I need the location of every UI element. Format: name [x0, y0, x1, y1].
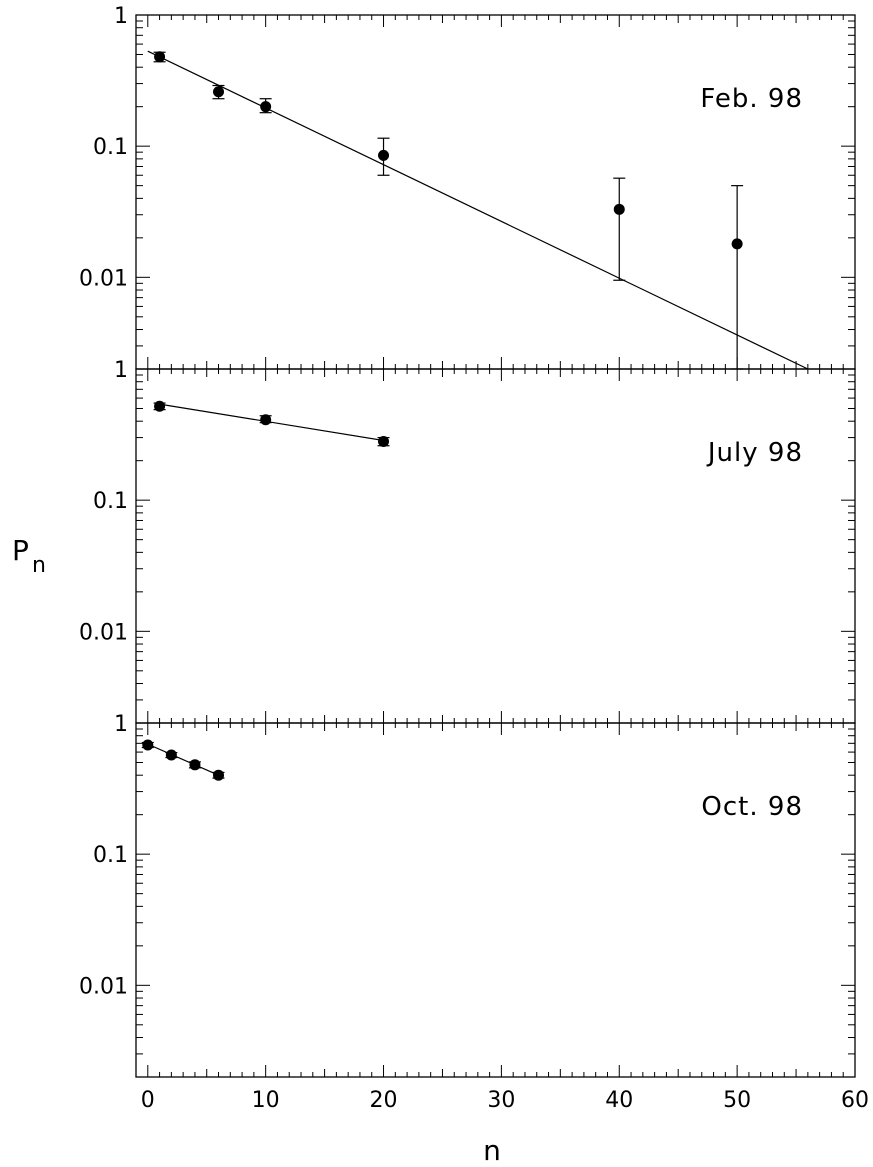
panel-label: Feb. 98 [700, 84, 803, 114]
y-axis-label-subscript: n [32, 553, 46, 578]
panel-3: 1 0.1 0.01 Oct. 98 0 10 20 30 40 50 60 [79, 712, 869, 1113]
plot-frame [135, 722, 856, 1078]
data-point [731, 238, 743, 250]
y-tick-label: 0.1 [93, 489, 128, 514]
x-tick-label: 20 [370, 1088, 398, 1113]
data-point [189, 759, 201, 771]
fit-line [147, 743, 219, 776]
data-point [378, 436, 390, 448]
x-axis-label: n [483, 1134, 501, 1167]
data-point [154, 400, 166, 412]
x-tick-label: 60 [841, 1088, 869, 1113]
x-tick-label: 0 [141, 1088, 155, 1113]
data-point [154, 51, 166, 63]
y-tick-label: 0.1 [93, 843, 128, 868]
x-tick-label: 10 [252, 1088, 280, 1113]
x-tick-label: 50 [723, 1088, 751, 1113]
data-point [378, 149, 390, 161]
fit-line [147, 50, 809, 370]
data-point [613, 203, 625, 215]
y-tick-label: 1 [114, 358, 128, 383]
plot-frame [135, 368, 856, 724]
y-tick-label: 0.01 [79, 266, 128, 291]
data-point [165, 749, 177, 761]
panel-label: Oct. 98 [701, 792, 803, 822]
y-tick-label: 1 [114, 4, 128, 29]
y-tick-label: 0.1 [93, 135, 128, 160]
data-point [260, 101, 272, 113]
y-tick-label: 0.01 [79, 974, 128, 999]
data-point [260, 414, 272, 426]
y-tick-label: 1 [114, 712, 128, 737]
panels: 1 0.1 0.01 Feb. 98 1 0.1 0.01 July 98 1 0.1 0.01 Oc… [79, 4, 869, 1113]
y-tick-label: 0.01 [79, 620, 128, 645]
panel-2: 1 0.1 0.01 July 98 [79, 358, 856, 724]
panel-1: 1 0.1 0.01 Feb. 98 [79, 4, 856, 370]
y-axis-label: P [12, 534, 29, 567]
data-point [142, 739, 154, 751]
data-point [213, 769, 225, 781]
x-tick-label: 40 [605, 1088, 633, 1113]
data-point [213, 86, 225, 98]
plot-frame [135, 14, 856, 370]
x-tick-label: 30 [487, 1088, 515, 1113]
panel-label: July 98 [706, 438, 803, 468]
